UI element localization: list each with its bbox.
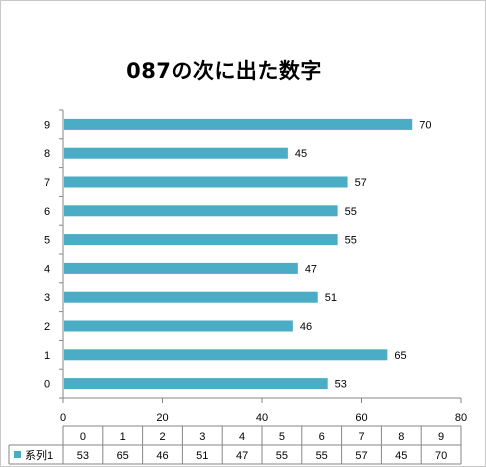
- table-value-cell: 51: [196, 450, 208, 462]
- table-header-cell: 6: [319, 431, 325, 443]
- table-value-cell: 65: [117, 450, 129, 462]
- bar: [64, 147, 288, 159]
- data-label: 45: [295, 148, 307, 160]
- y-tick-label: 9: [44, 119, 50, 131]
- data-label: 46: [300, 321, 312, 333]
- y-tick-label: 0: [44, 379, 50, 391]
- data-label: 70: [419, 119, 431, 131]
- table-header-cell: 1: [120, 431, 126, 443]
- table-header-cell: 5: [279, 431, 285, 443]
- data-label: 55: [345, 235, 357, 247]
- bar: [64, 320, 293, 332]
- bar: [64, 291, 318, 303]
- table-header-cell: 4: [239, 431, 245, 443]
- data-label: 47: [305, 263, 317, 275]
- table-value-cell: 53: [77, 450, 89, 462]
- table-header-cell: 7: [358, 431, 364, 443]
- x-tick-label: 40: [256, 412, 268, 424]
- chart-title: 087の次に出た数字: [126, 59, 322, 83]
- x-tick-label: 0: [60, 412, 66, 424]
- x-tick-label: 80: [455, 412, 467, 424]
- data-label: 57: [355, 177, 367, 189]
- bar: [64, 234, 338, 246]
- y-tick-label: 6: [44, 206, 50, 218]
- table-header-cell: 8: [398, 431, 404, 443]
- bar: [64, 176, 348, 188]
- y-tick-label: 8: [44, 148, 50, 160]
- y-tick-label: 3: [44, 292, 50, 304]
- bar: [64, 262, 298, 274]
- table-value-cell: 57: [355, 450, 367, 462]
- y-tick-label: 1: [44, 350, 50, 362]
- table-value-cell: 47: [236, 450, 248, 462]
- table-value-cell: 70: [435, 450, 447, 462]
- table-value-cell: 55: [316, 450, 328, 462]
- bar: [64, 378, 328, 390]
- bar: [64, 205, 338, 217]
- data-label: 51: [325, 292, 337, 304]
- y-tick-label: 5: [44, 235, 50, 247]
- table-value-cell: 46: [156, 450, 168, 462]
- bar: [64, 349, 388, 361]
- table-header-cell: 2: [159, 431, 165, 443]
- y-tick-label: 4: [44, 263, 50, 275]
- bar: [64, 118, 413, 130]
- y-tick-label: 7: [44, 177, 50, 189]
- x-tick-label: 60: [355, 412, 367, 424]
- data-label: 53: [335, 379, 347, 391]
- data-label: 65: [394, 350, 406, 362]
- legend-series-name: 系列1: [25, 448, 53, 462]
- y-tick-label: 2: [44, 321, 50, 333]
- data-label: 55: [345, 206, 357, 218]
- table-header-cell: 9: [438, 431, 444, 443]
- x-tick-label: 20: [156, 412, 168, 424]
- table-header-cell: 0: [80, 431, 86, 443]
- legend-key: [14, 451, 21, 458]
- table-header-cell: 3: [199, 431, 205, 443]
- table-value-cell: 55: [276, 450, 288, 462]
- table-value-cell: 45: [395, 450, 407, 462]
